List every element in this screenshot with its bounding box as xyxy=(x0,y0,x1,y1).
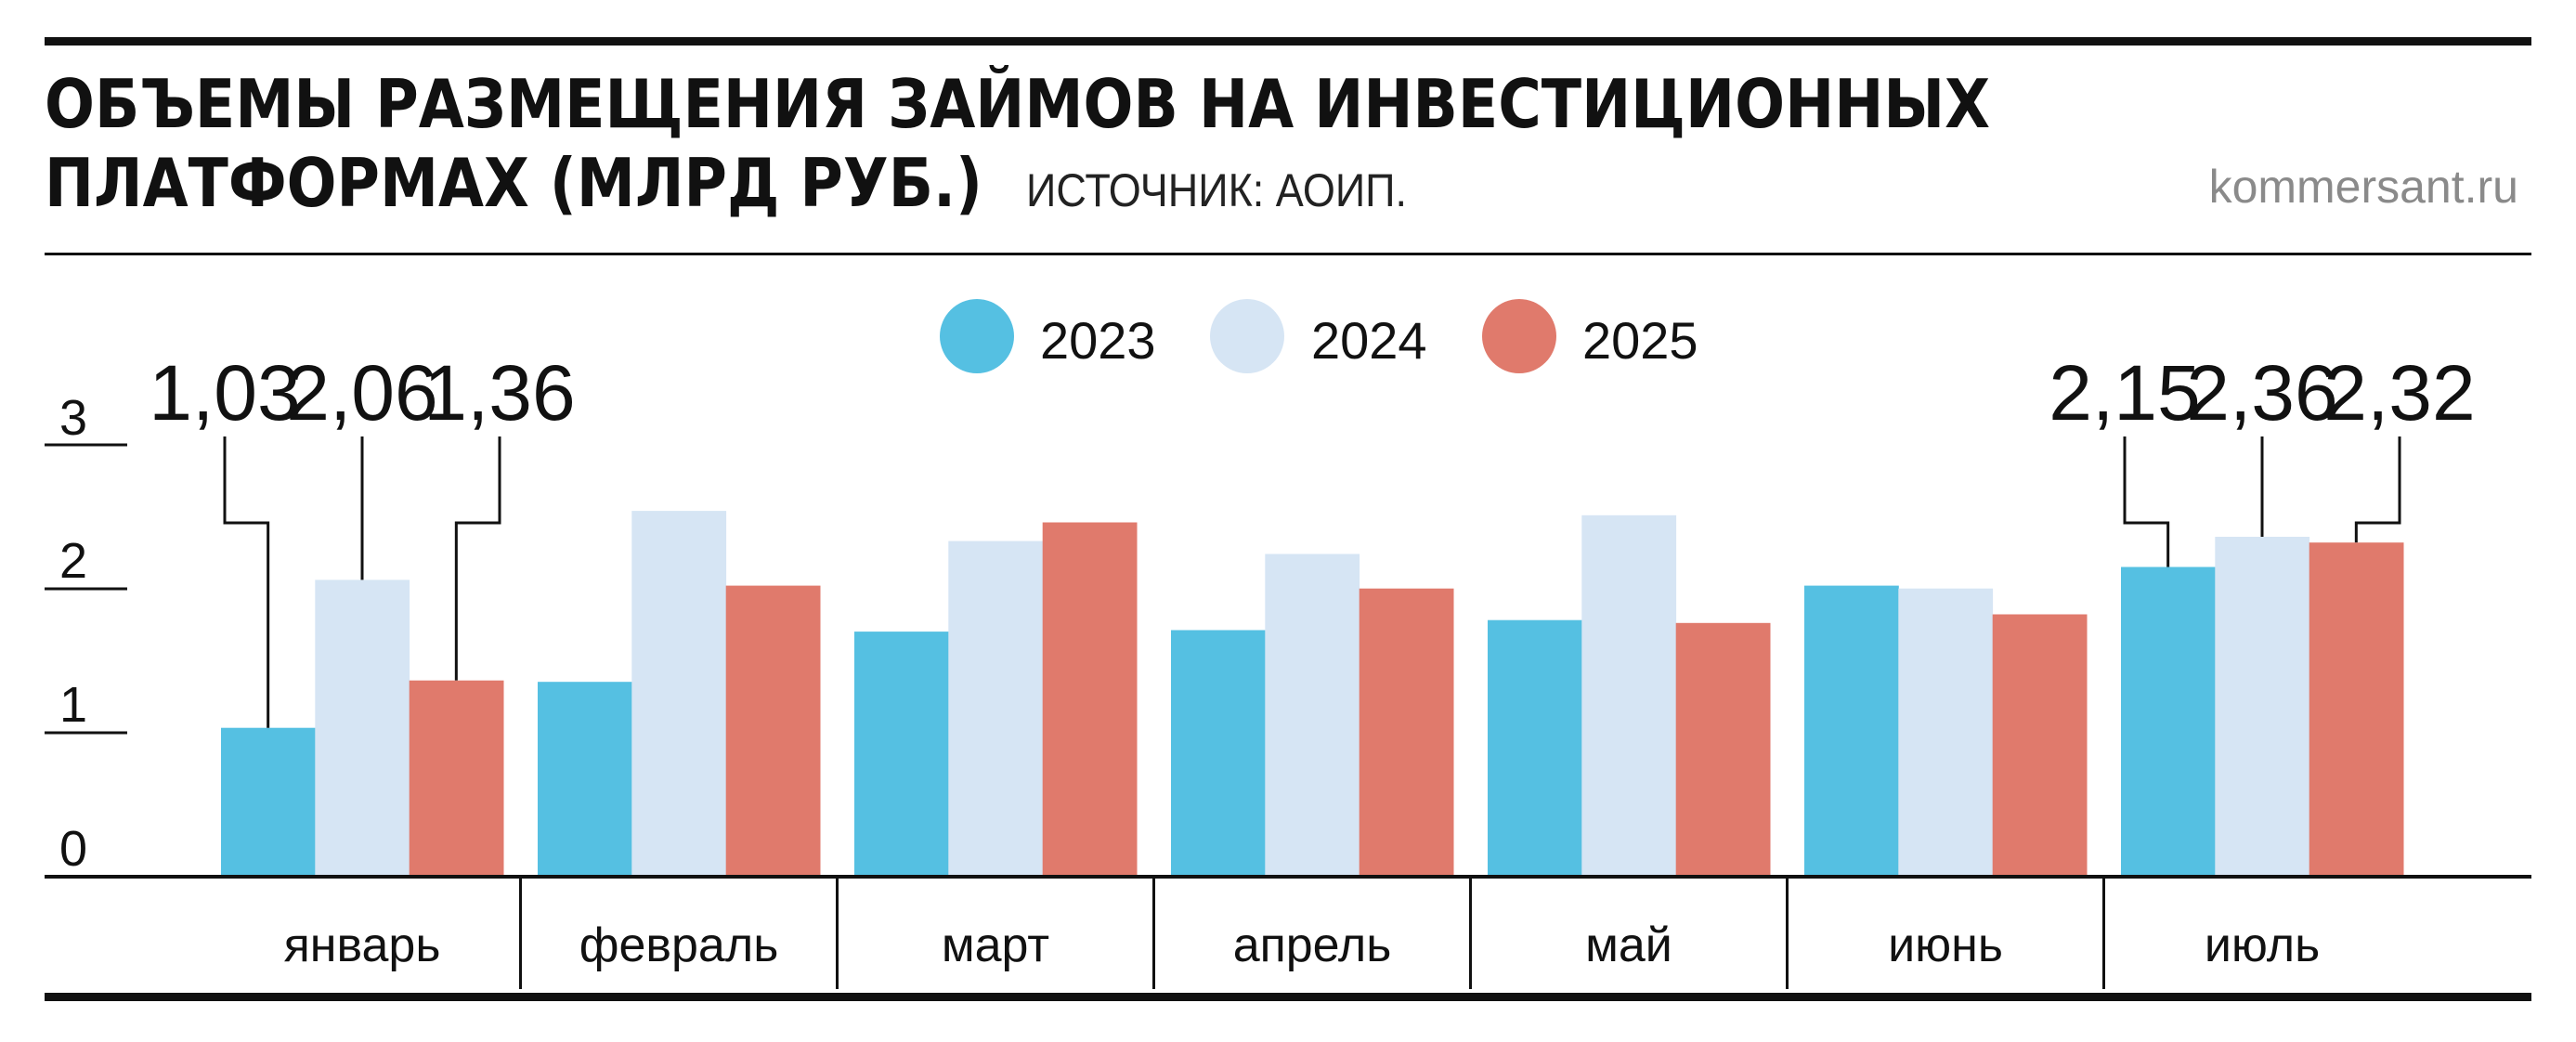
data-label-2024-1: 2,06 xyxy=(286,349,438,436)
bar-2025-4 xyxy=(1359,588,1454,876)
x-axis-baseline xyxy=(45,875,2531,879)
bar-2023-3 xyxy=(854,632,949,876)
leader-line-2023-1 xyxy=(223,436,270,728)
source-note: ИСТОЧНИК: АОИП. xyxy=(1026,164,1407,216)
category-label-group: январь февраль март апрель май июнь июль xyxy=(284,879,2320,989)
y-axis: 3 2 1 0 xyxy=(45,390,127,877)
bar-2024-3 xyxy=(948,541,1044,876)
y-tick-label-0: 0 xyxy=(59,821,87,877)
bar-2024-4 xyxy=(1265,554,1360,876)
legend-swatch-2025 xyxy=(1482,299,1556,373)
data-label-2025-1: 1,36 xyxy=(423,349,576,436)
category-label-5: май xyxy=(1585,918,1672,972)
bar-2025-7 xyxy=(2309,542,2404,876)
site-name: kommersant.ru xyxy=(2209,161,2518,213)
bar-2023-1 xyxy=(221,727,316,876)
bar-2025-1 xyxy=(409,680,504,876)
leader-line-2025-1 xyxy=(454,436,501,681)
chart-title-line1: ОБЪЕМЫ РАЗМЕЩЕНИЯ ЗАЙМОВ НА ИНВЕСТИЦИОНН… xyxy=(45,65,1990,143)
bar-2025-6 xyxy=(1992,614,2088,876)
y-tick-label-2: 2 xyxy=(59,533,87,589)
chart-title-line2: ПЛАТФОРМАХ (МЛРД РУБ.) xyxy=(45,144,982,222)
bottom-rule xyxy=(45,993,2531,1001)
data-label-2023-1: 1,03 xyxy=(149,349,301,436)
bar-2023-5 xyxy=(1488,619,1582,876)
bars-group xyxy=(221,511,2404,876)
category-label-7: июль xyxy=(2205,918,2320,972)
leader-line-2023-7 xyxy=(2123,436,2170,567)
legend-label-2023: 2023 xyxy=(1040,311,1156,370)
bar-2025-5 xyxy=(1675,622,1771,876)
bar-2023-7 xyxy=(2121,567,2216,876)
leader-line-2025-7 xyxy=(2354,436,2401,543)
top-rule xyxy=(45,37,2531,46)
bar-2023-6 xyxy=(1804,585,1899,876)
legend: 2023 2024 2025 xyxy=(940,299,1698,373)
category-label-2: февраль xyxy=(579,918,779,972)
category-label-3: март xyxy=(942,918,1049,972)
bar-2024-7 xyxy=(2215,537,2310,876)
bar-2023-2 xyxy=(538,682,632,876)
category-label-4: апрель xyxy=(1233,918,1392,972)
legend-swatch-2023 xyxy=(940,299,1014,373)
data-label-group: 1,032,061,36 2,152,362,32 xyxy=(149,349,2476,728)
category-label-1: январь xyxy=(284,918,441,972)
legend-label-2024: 2024 xyxy=(1311,311,1427,370)
bar-2024-2 xyxy=(631,511,727,876)
legend-label-2025: 2025 xyxy=(1582,311,1698,370)
bar-2025-2 xyxy=(725,585,821,876)
bar-2023-4 xyxy=(1171,630,1266,876)
bar-2024-1 xyxy=(315,580,410,876)
legend-swatch-2024 xyxy=(1210,299,1284,373)
bar-2024-5 xyxy=(1581,514,1677,876)
header-rule xyxy=(45,253,2531,255)
data-label-2025-7: 2,32 xyxy=(2323,349,2476,436)
data-label-2024-7: 2,36 xyxy=(2186,349,2338,436)
data-label-2023-7: 2,15 xyxy=(2049,349,2201,436)
bar-2024-6 xyxy=(1898,588,1994,876)
y-tick-label-1: 1 xyxy=(59,677,87,733)
category-label-6: июнь xyxy=(1888,918,2003,972)
bar-2025-3 xyxy=(1042,522,1138,876)
y-tick-label-3: 3 xyxy=(59,390,87,446)
